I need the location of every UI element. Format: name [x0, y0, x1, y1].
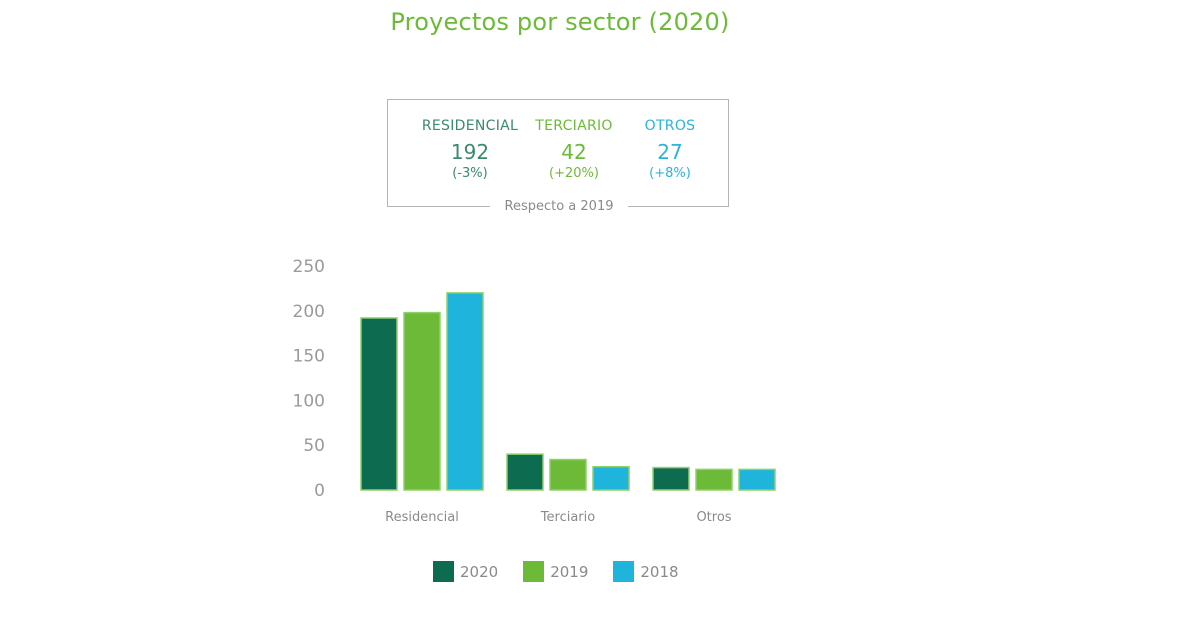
bar-residencial-2020 — [360, 317, 398, 491]
legend-item-2019: 2019 — [523, 561, 588, 582]
chart-title: Proyectos por sector (2020) — [390, 8, 730, 36]
y-tick-label: 0 — [314, 481, 325, 501]
y-tick-label: 50 — [303, 436, 325, 456]
legend-label: 2018 — [640, 562, 679, 581]
summary-residencial-change: (-3%) — [452, 166, 488, 181]
legend-swatch — [613, 561, 635, 582]
legend-label: 2020 — [460, 562, 499, 581]
bar-residencial-2018 — [446, 292, 484, 491]
legend-swatch — [433, 561, 454, 582]
summary-residencial-name: RESIDENCIAL — [421, 118, 519, 134]
y-tick-label: 100 — [293, 391, 325, 411]
chart-legend: 2020 2019 2018 — [433, 561, 704, 582]
summary-otros-name: OTROS — [644, 118, 696, 134]
legend-swatch — [523, 561, 545, 582]
summary-terciario-value: 42 — [561, 140, 587, 164]
summary-residencial: RESIDENCIAL 192 (-3%) — [410, 118, 530, 181]
y-tick-label: 200 — [293, 302, 325, 322]
x-tick-label: Residencial — [385, 510, 459, 525]
summary-terciario: TERCIARIO 42 (+20%) — [529, 118, 619, 181]
summary-otros: OTROS 27 (+8%) — [635, 118, 705, 181]
bar-otros-2019 — [695, 468, 733, 491]
summary-terciario-name: TERCIARIO — [535, 118, 613, 134]
summary-terciario-change: (+20%) — [549, 166, 599, 181]
legend-label: 2019 — [550, 562, 589, 581]
bar-otros-2020 — [652, 466, 690, 491]
summary-otros-value: 27 — [657, 140, 683, 164]
summary-box: RESIDENCIAL 192 (-3%) TERCIARIO 42 (+20%… — [387, 99, 729, 207]
bar-terciario-2019 — [549, 458, 587, 491]
legend-item-2020: 2020 — [433, 561, 498, 582]
bar-residencial-2019 — [403, 311, 441, 491]
x-tick-label: Otros — [696, 510, 731, 525]
y-tick-label: 250 — [293, 257, 325, 277]
bar-otros-2018 — [738, 468, 776, 491]
legend-item-2018: 2018 — [613, 561, 679, 582]
bar-terciario-2018 — [592, 465, 630, 491]
summary-note: Respecto a 2019 — [490, 199, 628, 214]
bar-terciario-2020 — [506, 453, 544, 491]
y-tick-label: 150 — [293, 347, 325, 367]
summary-otros-change: (+8%) — [649, 166, 691, 181]
x-tick-label: Terciario — [540, 510, 595, 525]
summary-residencial-value: 192 — [450, 140, 490, 164]
